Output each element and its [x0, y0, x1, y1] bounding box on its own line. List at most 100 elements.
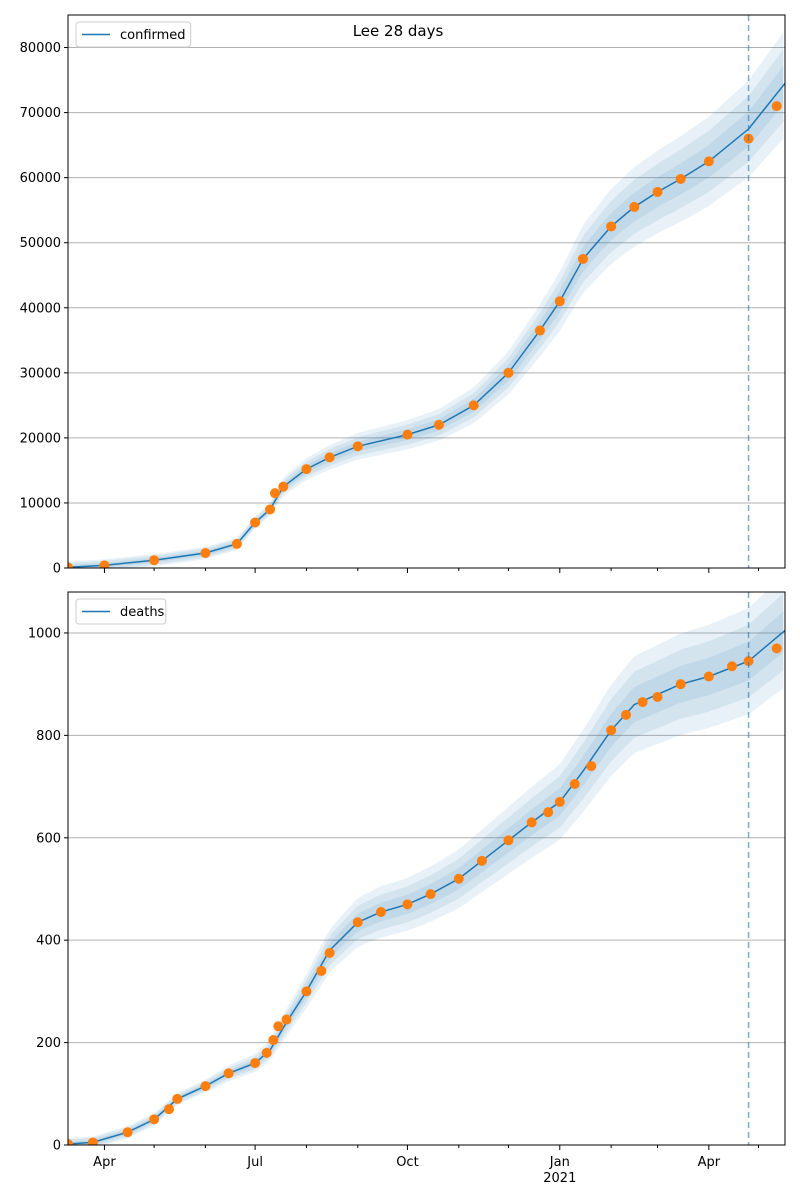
y-tick-label: 400 — [36, 934, 61, 949]
plot-area — [68, 592, 785, 1145]
x-tick-label: Apr — [698, 1155, 721, 1170]
observed-point — [526, 817, 537, 828]
observed-point — [703, 156, 714, 167]
observed-point — [577, 253, 588, 264]
x-year-label: 2021 — [543, 1171, 576, 1186]
observed-point — [164, 1104, 175, 1115]
figure-title: Lee 28 days — [353, 22, 444, 40]
observed-point — [231, 538, 242, 549]
observed-point — [278, 481, 289, 492]
observed-point — [652, 186, 663, 197]
deaths-panel: 0 200 400 600 800 1000 deaths — [28, 591, 786, 1154]
legend-box — [75, 598, 167, 625]
observed-point — [503, 367, 514, 378]
observed-point — [503, 835, 514, 846]
observed-point — [324, 452, 335, 463]
observed-point — [352, 917, 363, 928]
observed-point — [68, 1138, 73, 1145]
observed-point — [87, 1137, 98, 1145]
observed-point — [703, 671, 714, 682]
observed-point — [621, 709, 632, 720]
observed-point — [433, 419, 444, 430]
legend-label: confirmed — [120, 28, 186, 43]
observed-point — [554, 296, 565, 307]
observed-point — [68, 562, 73, 568]
observed-point — [629, 201, 640, 212]
observed-point — [375, 907, 386, 918]
observed-point — [476, 855, 487, 866]
observed-point — [122, 1127, 133, 1138]
observed-point — [149, 555, 160, 566]
observed-point — [534, 325, 545, 336]
observed-point — [281, 1014, 292, 1025]
legend-box — [75, 21, 192, 48]
observed-point — [402, 429, 413, 440]
observed-point — [771, 101, 782, 112]
observed-point — [569, 779, 580, 790]
observed-point — [265, 504, 276, 515]
observed-point — [402, 899, 413, 910]
y-tick-label: 20000 — [20, 431, 61, 446]
x-axis-labels: Apr Jul Oct Jan Apr 2021 — [93, 1155, 721, 1186]
observed-point — [316, 965, 327, 976]
observed-point — [652, 691, 663, 702]
observed-point — [637, 697, 648, 708]
observed-point — [675, 173, 686, 184]
observed-point — [149, 1114, 160, 1125]
y-tick-label: 70000 — [20, 106, 61, 121]
y-tick-label: 60000 — [20, 171, 61, 186]
observed-point — [554, 796, 565, 807]
y-tick-label: 0 — [53, 562, 61, 577]
observed-point — [543, 807, 554, 818]
observed-point — [606, 725, 617, 736]
observed-point — [425, 889, 436, 900]
observed-point — [352, 441, 363, 452]
observed-point — [675, 679, 686, 690]
x-tick-label: Apr — [93, 1155, 116, 1170]
observed-point — [301, 464, 312, 475]
observed-point — [223, 1068, 234, 1079]
y-tick-label: 600 — [36, 831, 61, 846]
x-tick-label: Oct — [396, 1155, 418, 1170]
y-tick-label: 30000 — [20, 366, 61, 381]
observed-point — [261, 1047, 272, 1058]
observed-point — [453, 873, 464, 884]
uncertainty-band — [68, 611, 784, 1145]
observed-point — [268, 1035, 279, 1046]
observed-point — [273, 1021, 284, 1032]
y-tick-label: 80000 — [20, 41, 61, 56]
axes-frame — [67, 591, 786, 1146]
y-tick-label: 10000 — [20, 496, 61, 511]
observed-point — [250, 1058, 261, 1069]
confirmed-panel: 0 10000 20000 30000 40000 50000 60000 70000 8000… — [20, 14, 786, 577]
observed-point — [99, 560, 110, 568]
observed-point — [468, 400, 479, 411]
observed-point — [301, 986, 312, 997]
observed-point — [727, 661, 738, 672]
x-tick-label: Jan — [549, 1155, 570, 1170]
y-tick-label: 40000 — [20, 301, 61, 316]
uncertainty-band — [68, 592, 784, 1145]
observed-point — [269, 488, 280, 499]
observed-point — [771, 643, 782, 654]
y-tick-label: 800 — [36, 729, 61, 744]
legend-label: deaths — [120, 605, 165, 620]
uncertainty-band — [68, 593, 784, 1145]
observed-point — [200, 548, 211, 559]
y-tick-label: 1000 — [28, 626, 61, 641]
plot-area — [68, 32, 785, 568]
observed-point — [200, 1081, 211, 1092]
uncertainty-band — [68, 49, 784, 568]
observed-point — [172, 1093, 183, 1104]
observed-point — [606, 221, 617, 232]
observed-point — [743, 656, 754, 667]
x-tick-label: Jul — [246, 1155, 263, 1170]
axes-frame — [67, 14, 786, 569]
observed-point — [250, 517, 261, 528]
y-tick-label: 200 — [36, 1036, 61, 1051]
y-tick-label: 0 — [53, 1139, 61, 1154]
observed-point — [324, 947, 335, 958]
y-tick-label: 50000 — [20, 236, 61, 251]
observed-point — [586, 761, 597, 772]
